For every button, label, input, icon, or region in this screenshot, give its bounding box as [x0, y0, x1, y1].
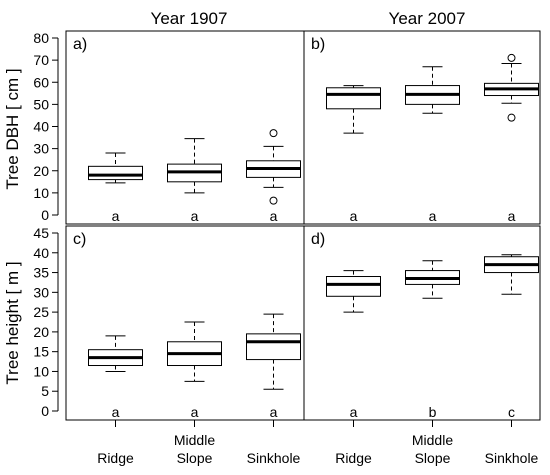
- panel-label: c): [73, 231, 86, 248]
- x-tick-label: Slope: [415, 450, 451, 466]
- x-tick-label: Ridge: [97, 450, 134, 466]
- significance-letter: a: [429, 208, 437, 224]
- outlier-point: [269, 196, 278, 205]
- x-tick-label: Sinkhole: [247, 450, 301, 466]
- box-1: a: [167, 321, 222, 420]
- significance-letter: a: [112, 404, 120, 420]
- y-tick-label: 45: [33, 225, 49, 241]
- significance-letter: a: [270, 208, 278, 224]
- box-0: a: [88, 335, 143, 420]
- x-tick-label: Middle: [174, 432, 215, 448]
- y-tick-label: 30: [33, 141, 49, 157]
- panel-c: c) a a a: [65, 225, 305, 421]
- panel-frame: [303, 30, 541, 225]
- y-tick-label: 70: [33, 52, 49, 68]
- x-tick-label: Middle: [412, 432, 453, 448]
- y-tick-label: 10: [33, 185, 49, 201]
- x-category-labels: Ridge Middle Slope Sinkhole Ridge Middle Slope…: [97, 420, 539, 466]
- x-tick-label: Ridge: [335, 450, 372, 466]
- y-tick-label: 10: [33, 363, 49, 379]
- panel-frame: [65, 30, 305, 225]
- y-tick-label: 0: [41, 403, 49, 419]
- significance-letter: a: [270, 404, 278, 420]
- outlier-point: [269, 129, 278, 138]
- panel-label: d): [311, 231, 325, 248]
- panel-d: d) a b c: [303, 225, 541, 421]
- x-tick-label: Slope: [177, 450, 213, 466]
- panel-b: b) a a a: [303, 30, 541, 225]
- y-tick-label: 50: [33, 96, 49, 112]
- y-tick-label: 20: [33, 324, 49, 340]
- y-tick-label: 15: [33, 344, 49, 360]
- box-1: b: [405, 260, 460, 420]
- box-2: c: [484, 254, 539, 420]
- y-tick-label: 30: [33, 284, 49, 300]
- iqr-box: [326, 276, 381, 297]
- iqr-box: [88, 165, 143, 181]
- x-tick-label: Sinkhole: [485, 450, 539, 466]
- significance-letter: a: [350, 404, 358, 420]
- y-tick-label: 80: [33, 30, 49, 46]
- y-axis-row-1: 0 5 10 15 20 25 30 35 40 45: [33, 225, 59, 419]
- panel-a: a) a a a: [65, 30, 305, 225]
- panel-frame: [65, 225, 305, 421]
- significance-letter: a: [191, 208, 199, 224]
- significance-letter: a: [112, 208, 120, 224]
- panel-label: b): [311, 36, 325, 53]
- y-tick-label: 40: [33, 119, 49, 135]
- panel-label: a): [73, 36, 87, 53]
- box-0: a: [88, 152, 143, 224]
- outlier-point: [507, 113, 516, 122]
- y-tick-label: 0: [41, 207, 49, 223]
- significance-letter: a: [350, 208, 358, 224]
- box-2: a: [246, 129, 301, 224]
- y-axis-labels: Tree DBH [ cm ] Tree height [ m ]: [3, 68, 22, 384]
- significance-letter: a: [508, 208, 516, 224]
- box-1: a: [405, 66, 460, 224]
- significance-letter: b: [429, 404, 437, 420]
- y-axis-label-height: Tree height [ m ]: [3, 261, 22, 384]
- box-0: a: [326, 85, 381, 224]
- y-tick-label: 5: [41, 383, 49, 399]
- box-2: a: [246, 313, 301, 420]
- outlier-point: [507, 53, 516, 62]
- box-0: a: [326, 270, 381, 420]
- iqr-box: [326, 87, 381, 110]
- y-tick-label: 40: [33, 245, 49, 261]
- column-titles: Year 1907 Year 2007: [151, 9, 466, 28]
- column-title-2007: Year 2007: [389, 9, 466, 28]
- box-2: a: [484, 53, 539, 224]
- significance-letter: a: [191, 404, 199, 420]
- column-title-1907: Year 1907: [151, 9, 228, 28]
- y-tick-label: 20: [33, 163, 49, 179]
- box-1: a: [167, 138, 222, 224]
- panel-frame: [303, 225, 541, 421]
- y-axis-row-0: 0 10 20 30 40 50 60 70 80: [33, 30, 59, 223]
- iqr-box: [246, 333, 301, 361]
- y-tick-label: 60: [33, 74, 49, 90]
- y-tick-label: 25: [33, 304, 49, 320]
- significance-letter: c: [508, 404, 515, 420]
- y-axis-label-dbh: Tree DBH [ cm ]: [3, 68, 22, 189]
- y-tick-label: 35: [33, 265, 49, 281]
